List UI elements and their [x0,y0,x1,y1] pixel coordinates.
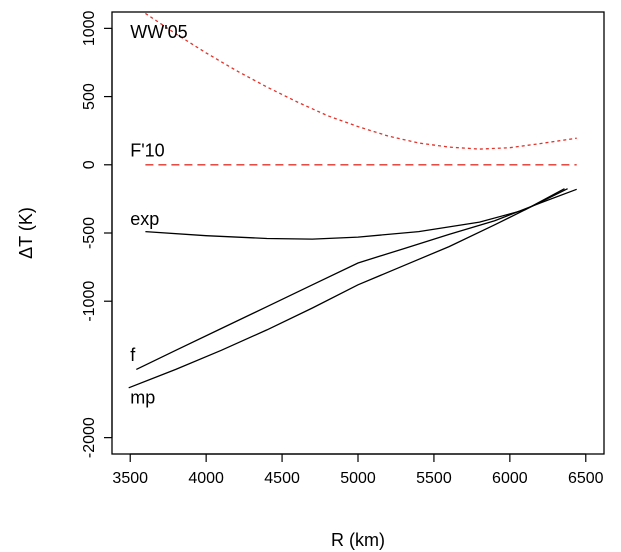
series-line-mp [128,188,565,389]
series-label-f-10: F'10 [130,141,164,161]
series-label-exp: exp [130,209,159,229]
series-label-f: f [130,345,136,365]
x-axis: 3500 4000 4500 5000 5500 6000 6500 [112,453,604,487]
x-tick-label: 4500 [264,470,300,487]
x-axis-title: R (km) [331,530,385,550]
y-tick-label: -500 [81,217,98,249]
x-tick-label: 6000 [492,470,528,487]
series-layer [128,12,577,389]
x-tick-label: 5000 [340,470,376,487]
label-layer: WW'05 F'10 exp f mp [130,22,187,408]
x-tick-label: 6500 [568,470,604,487]
series-line-ww-05 [145,12,577,150]
y-axis-title: ΔT (K) [16,207,36,259]
series-line-f [136,188,577,370]
y-tick-label: 1000 [81,10,98,46]
x-tick-label: 3500 [112,470,148,487]
series-line-exp [145,188,568,240]
series-label-mp: mp [130,388,155,408]
y-tick-label: 0 [81,160,98,169]
y-tick-label: 500 [81,83,98,110]
y-tick-label: -1000 [81,281,98,322]
plot-frame [111,11,605,455]
x-tick-label: 5500 [416,470,452,487]
series-label-ww-05: WW'05 [130,22,187,42]
y-axis: -2000 -1000 -500 0 500 1000 [81,10,113,458]
y-tick-label: -2000 [81,417,98,458]
x-tick-label: 4000 [188,470,224,487]
